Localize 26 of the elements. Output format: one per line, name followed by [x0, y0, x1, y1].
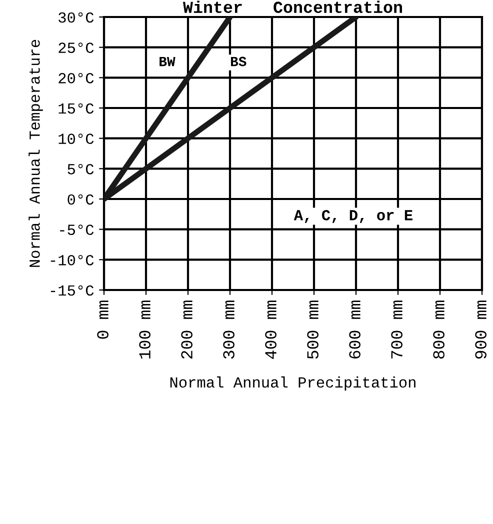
x-tick-label: 0 mm: [97, 300, 108, 339]
x-tick-label: 400 mm: [265, 300, 276, 359]
x-tick-label: 500 mm: [307, 300, 318, 359]
x-tick-label: 300 mm: [223, 300, 234, 359]
y-axis-title: Normal Annual Temperature: [28, 40, 43, 267]
x-axis-title: Normal Annual Precipitation: [170, 376, 416, 391]
y-tick-label: 0°C: [68, 194, 94, 205]
x-tick-label: 600 mm: [349, 300, 360, 359]
x-tick-label: 200 mm: [181, 300, 192, 359]
y-tick-label: -10°C: [50, 254, 94, 266]
x-tick-label: 800 mm: [433, 300, 444, 359]
y-tick-label: 15°C: [58, 103, 94, 114]
y-tick-label: 25°C: [58, 42, 94, 54]
x-tick-label: 700 mm: [391, 300, 402, 358]
y-tick-label: -5°C: [60, 224, 94, 236]
y-tick-label: -15°C: [50, 285, 94, 296]
annotation: A, C, D, or E: [294, 210, 412, 223]
chart-title: Winter Concentration: [182, 0, 402, 13]
x-tick-label: 100 mm: [139, 300, 150, 359]
annotation: BS: [230, 56, 246, 66]
x-tick-label: 900 mm: [475, 300, 486, 359]
y-tick-label: 10°C: [58, 134, 94, 144]
y-tick-label: 30°C: [58, 12, 94, 23]
annotation: BW: [160, 56, 176, 66]
y-tick-label: 20°C: [58, 72, 94, 84]
y-tick-label: 5°C: [68, 164, 94, 174]
